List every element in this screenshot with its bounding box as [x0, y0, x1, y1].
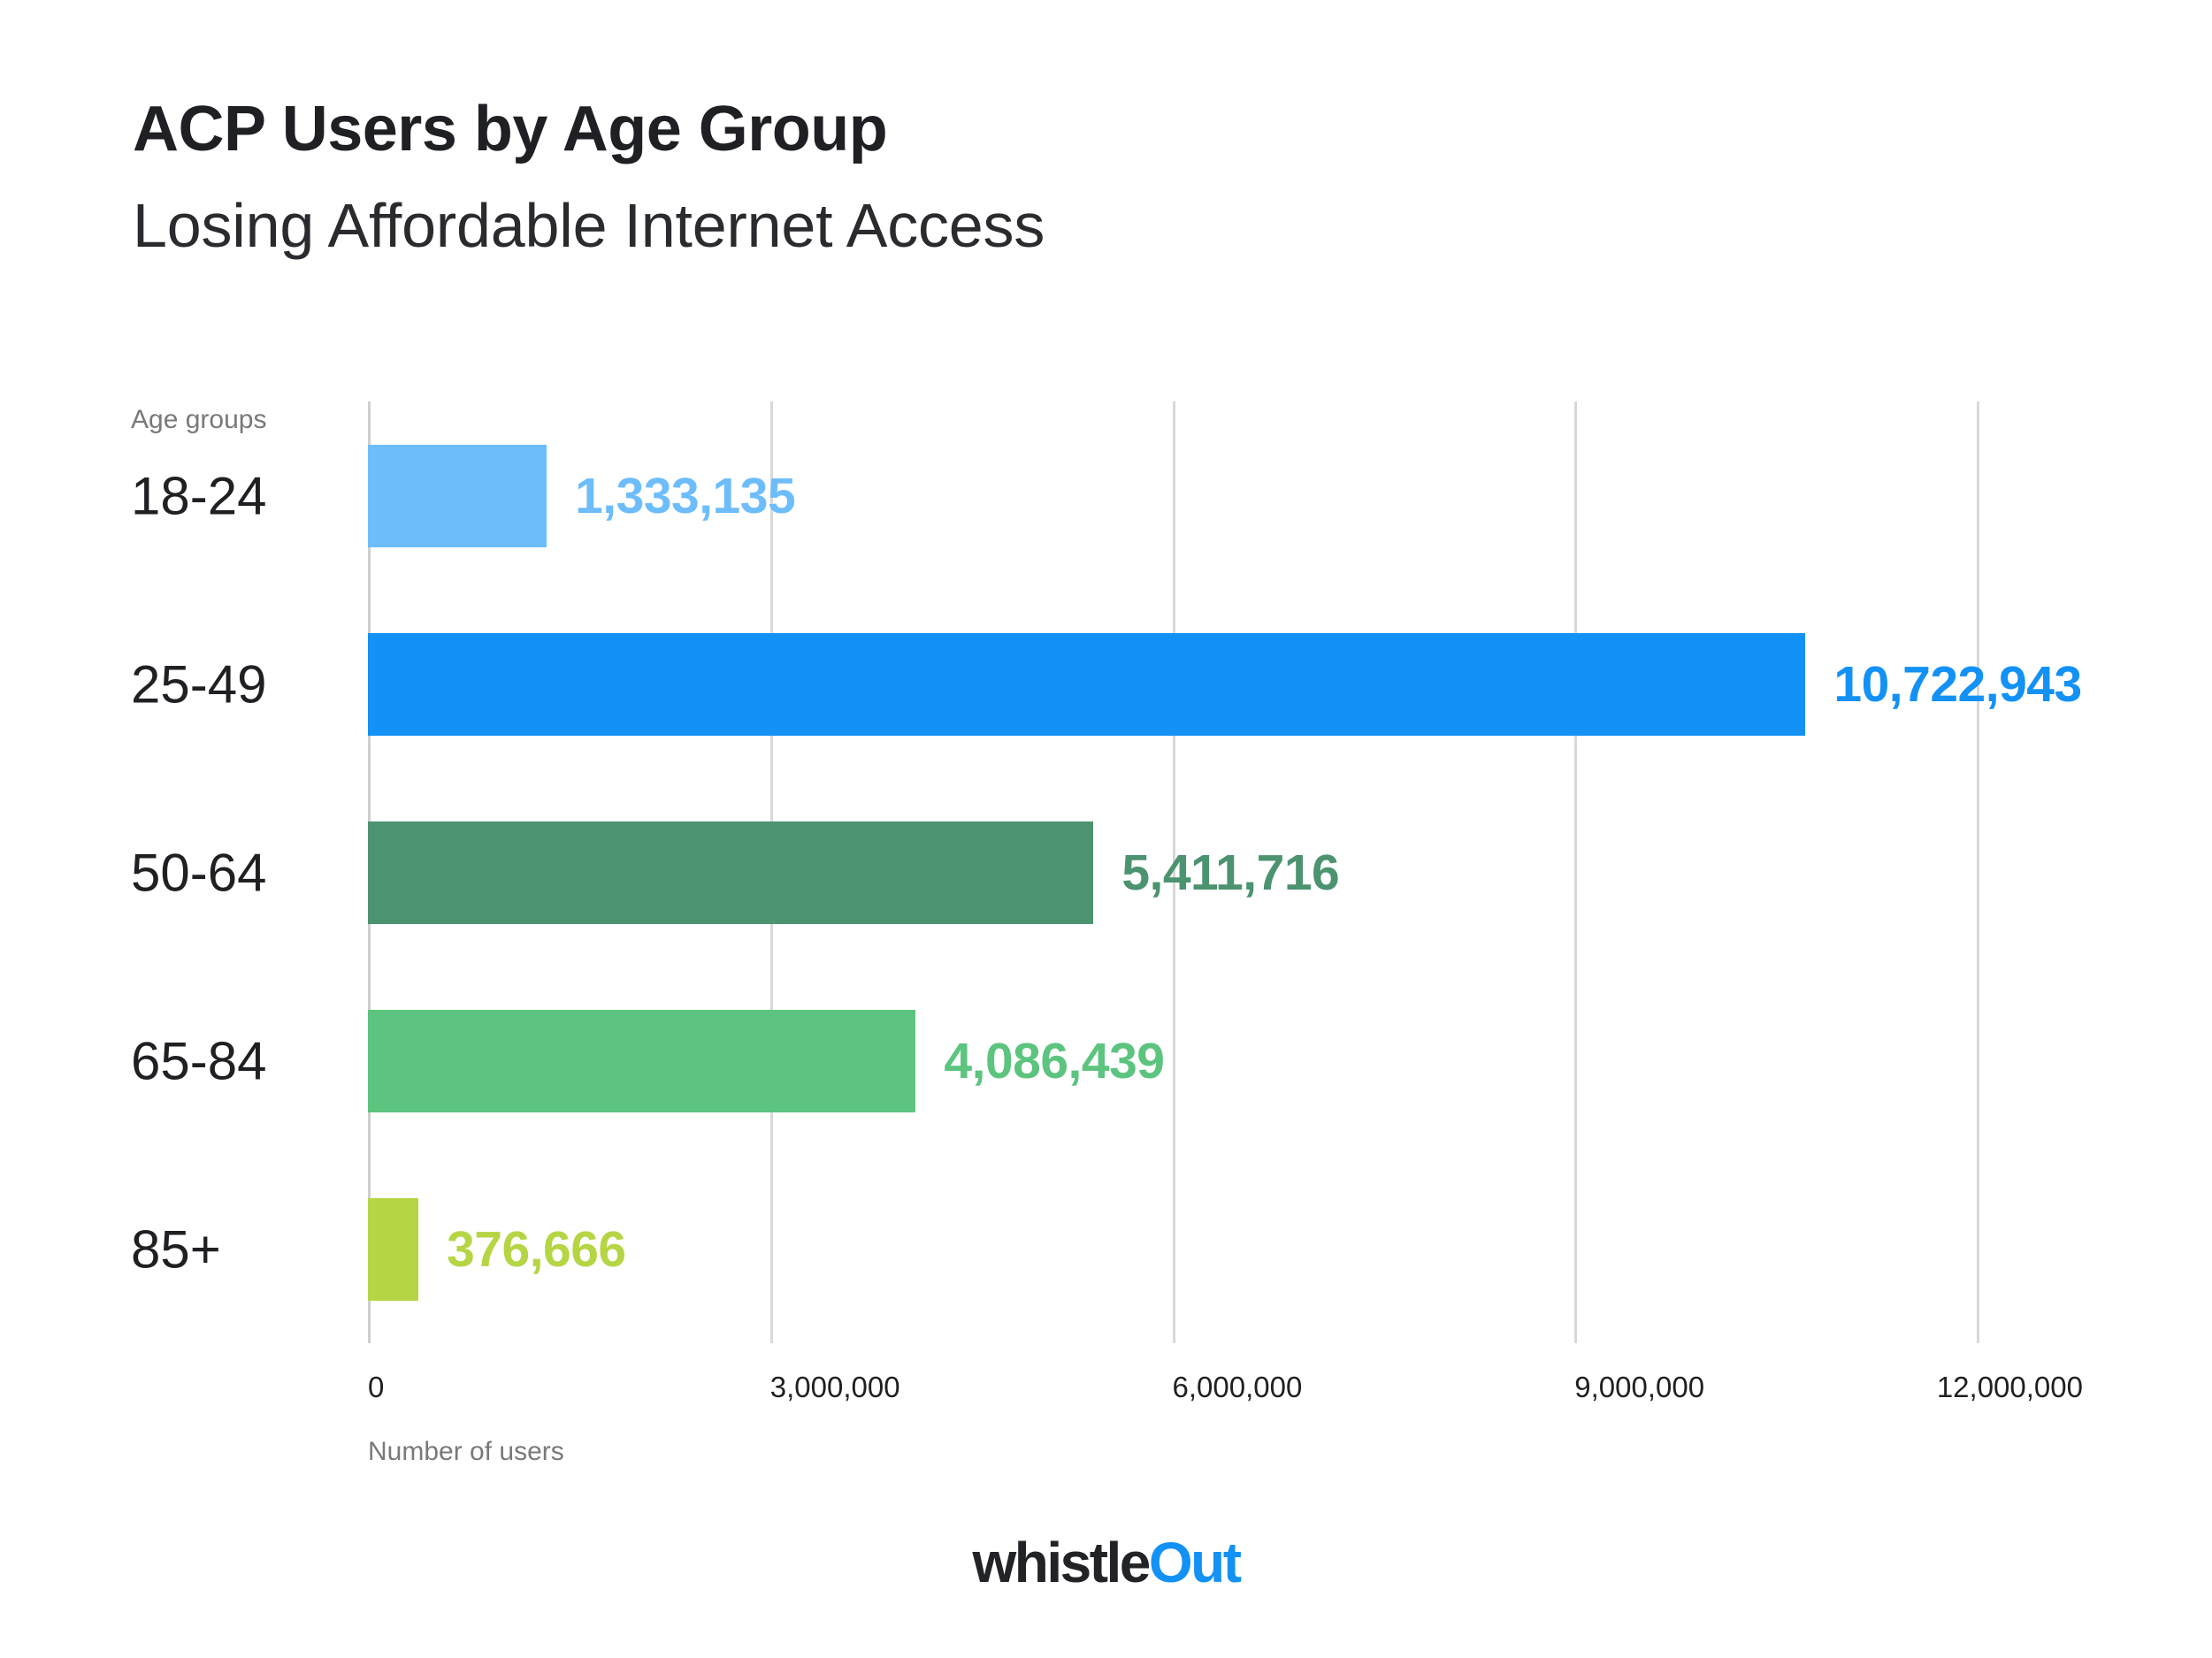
category-label: 18-24 — [131, 466, 267, 525]
gridline — [1172, 401, 1175, 1343]
x-tick-label: 12,000,000 — [1936, 1371, 2083, 1403]
logo-text-blue: Out — [1148, 1531, 1242, 1594]
bar[interactable] — [368, 821, 1094, 924]
page-title: ACP Users by Age Group — [133, 94, 888, 164]
bar-row: 18-24 1,333,135 — [0, 401, 2212, 590]
x-tick-label: 0 — [368, 1371, 385, 1403]
page-subtitle: Losing Affordable Internet Access — [133, 191, 1045, 260]
bar[interactable] — [368, 444, 547, 547]
category-label: 50-64 — [131, 843, 267, 902]
x-tick-label: 3,000,000 — [769, 1371, 900, 1403]
category-label: 25-49 — [131, 654, 267, 714]
gridline — [1574, 401, 1578, 1343]
bar-row: 85+ 376,666 — [0, 1155, 2212, 1343]
bar[interactable] — [368, 632, 1806, 736]
bar-value-label: 1,333,135 — [575, 467, 796, 524]
x-tick-label: 6,000,000 — [1172, 1371, 1303, 1403]
x-axis-caption: Number of users — [368, 1437, 564, 1466]
gridline — [1977, 401, 1979, 1343]
bar-row: 65-84 4,086,439 — [0, 967, 2212, 1155]
bar-value-label: 5,411,716 — [1121, 844, 1340, 901]
bar-row: 25-49 10,722,943 — [0, 590, 2212, 778]
whistleout-logo: whistleOut — [0, 1534, 2212, 1591]
plot-area: Age groups 18-24 1,333,135 25-49 10,722,943… — [0, 389, 2212, 1379]
bar-row: 50-64 5,411,716 — [0, 778, 2212, 967]
chart-header: ACP Users by Age Group Losing Affordable… — [133, 97, 2078, 256]
category-label: 85+ — [131, 1219, 221, 1279]
bar[interactable] — [368, 1197, 419, 1301]
category-label: 65-84 — [131, 1031, 267, 1090]
bar-rows: 18-24 1,333,135 25-49 10,722,943 50-64 5,411,… — [0, 401, 2212, 1343]
logo-text-dark: whistle — [972, 1531, 1151, 1594]
bar-value-label: 10,722,943 — [1833, 655, 2082, 713]
x-axis-ticks: 0 3,000,000 6,000,000 9,000,000 12,000,000 — [0, 1371, 2212, 1424]
bar-value-label: 376,666 — [447, 1220, 626, 1278]
y-axis-caption: Age groups — [131, 405, 267, 434]
x-tick-label: 9,000,000 — [1574, 1371, 1705, 1403]
bar[interactable] — [368, 1009, 916, 1112]
bar-value-label: 4,086,439 — [944, 1032, 1165, 1089]
